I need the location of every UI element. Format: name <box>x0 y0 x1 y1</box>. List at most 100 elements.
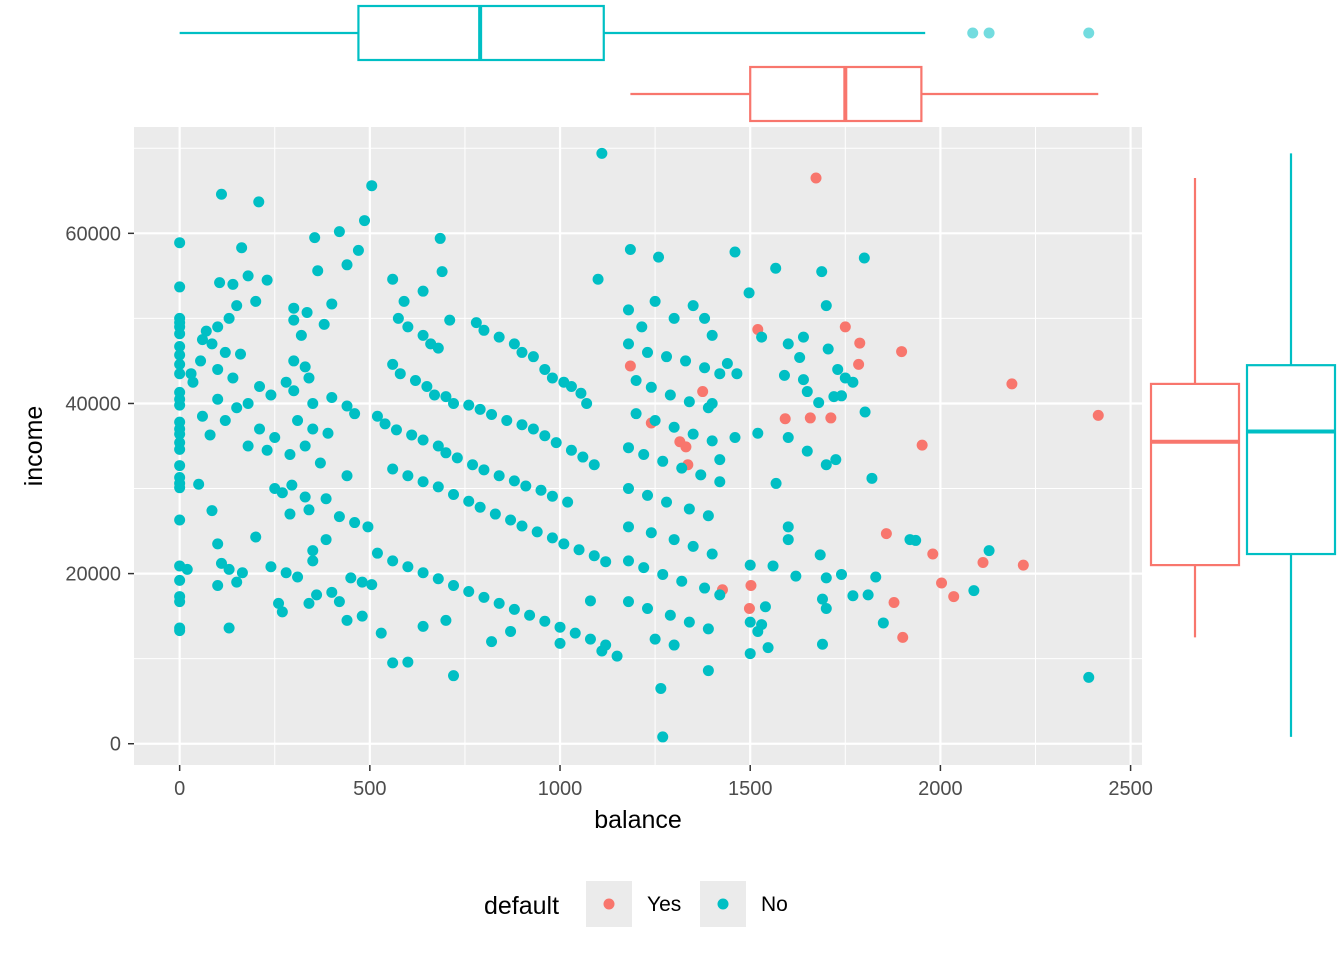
data-point-no <box>600 556 612 568</box>
data-point-yes <box>804 412 816 424</box>
legend: default Yes No <box>484 881 788 927</box>
data-point-yes <box>1006 378 1018 390</box>
data-point-no <box>832 363 844 375</box>
data-point-yes <box>743 602 755 614</box>
data-point-no <box>714 454 726 466</box>
data-point-no <box>501 414 513 426</box>
data-point-no <box>638 562 650 574</box>
data-point-no <box>193 478 205 490</box>
data-point-no <box>505 514 517 526</box>
data-point-no <box>215 188 227 200</box>
data-point-no <box>417 285 429 297</box>
data-point-no <box>470 317 482 329</box>
data-point-no <box>174 358 186 370</box>
x-tick-label: 0 <box>174 778 185 800</box>
data-point-no <box>219 346 231 358</box>
data-point-no <box>516 346 528 358</box>
data-point-no <box>273 597 285 609</box>
data-point-no <box>333 511 345 523</box>
data-point-no <box>642 489 654 501</box>
x-tick-label: 1000 <box>538 778 583 800</box>
data-point-no <box>402 470 414 482</box>
data-point-no <box>387 657 399 669</box>
data-point-no <box>320 493 332 505</box>
data-point-no <box>683 616 695 628</box>
data-point-no <box>242 397 254 409</box>
data-point-no <box>638 449 650 461</box>
data-point-no <box>493 597 505 609</box>
data-point-no <box>195 355 207 367</box>
data-point-no <box>392 312 404 324</box>
data-point-no <box>546 372 558 384</box>
data-point-no <box>356 576 368 588</box>
data-point-no <box>584 633 596 645</box>
data-point-no <box>187 376 199 388</box>
data-point-no <box>326 298 338 310</box>
data-point-no <box>303 372 315 384</box>
data-point-yes <box>888 597 900 609</box>
data-point-no <box>527 423 539 435</box>
data-point-no <box>349 517 361 529</box>
data-point-no <box>642 346 654 358</box>
data-point-no <box>307 397 319 409</box>
data-point-no <box>463 495 475 507</box>
data-point-no <box>366 579 378 591</box>
data-point-no <box>206 338 218 350</box>
data-point-no <box>254 423 266 435</box>
data-point-no <box>588 459 600 471</box>
data-point-no <box>440 447 452 459</box>
data-point-no <box>212 538 224 550</box>
data-point-no <box>352 244 364 256</box>
data-point-no <box>778 369 790 381</box>
data-point-no <box>375 627 387 639</box>
data-point-no <box>402 561 414 573</box>
data-point-no <box>702 623 714 635</box>
data-point-no <box>276 487 288 499</box>
data-point-no <box>822 343 834 355</box>
data-point-no <box>394 368 406 380</box>
data-point-no <box>546 490 558 502</box>
data-point-no <box>432 342 444 354</box>
data-point-no <box>174 368 186 380</box>
data-point-no <box>417 434 429 446</box>
data-point-no <box>387 273 399 285</box>
data-point-no <box>299 491 311 503</box>
data-point-no <box>699 362 711 374</box>
data-point-no <box>516 419 528 431</box>
y-tick-label: 60000 <box>65 223 121 245</box>
data-point-no <box>409 374 421 386</box>
data-point-no <box>448 580 460 592</box>
data-point-no <box>463 399 475 411</box>
data-point-no <box>174 574 186 586</box>
data-point-no <box>816 266 828 278</box>
data-point-no <box>714 476 726 488</box>
data-point-no <box>847 590 859 602</box>
data-point-no <box>288 385 300 397</box>
data-point-no <box>286 479 298 491</box>
data-point-no <box>366 180 378 192</box>
data-point-yes <box>839 321 851 333</box>
data-point-no <box>174 514 186 526</box>
data-point-no <box>196 334 208 346</box>
data-point-no <box>1083 671 1095 683</box>
data-point-no <box>565 380 577 392</box>
data-point-yes <box>853 358 865 370</box>
data-point-no <box>814 549 826 561</box>
data-point-yes <box>936 577 948 589</box>
data-point-no <box>762 642 774 654</box>
data-point-no <box>387 463 399 475</box>
y-tick-label: 20000 <box>65 564 121 586</box>
data-point-no <box>307 555 319 567</box>
data-point-no <box>402 321 414 333</box>
data-point-no <box>782 338 794 350</box>
data-point-no <box>265 389 277 401</box>
data-point-no <box>539 430 551 442</box>
data-point-no <box>520 480 532 492</box>
data-point-yes <box>916 439 928 451</box>
data-point-no <box>721 357 733 369</box>
data-point-no <box>649 633 661 645</box>
y-tick-label: 0 <box>110 734 121 756</box>
data-point-no <box>661 351 673 363</box>
data-point-no <box>434 232 446 244</box>
box-income-yes-iqr <box>1149 382 1241 567</box>
